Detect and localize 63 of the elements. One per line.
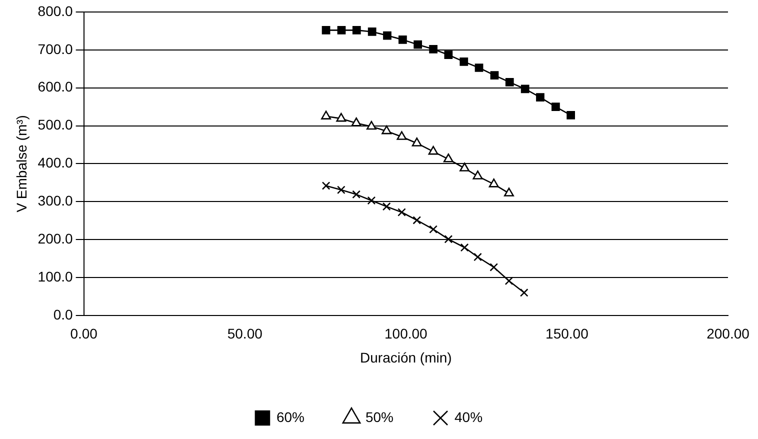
y-tick-label: 300.0 — [38, 192, 74, 208]
point — [321, 110, 332, 120]
point — [352, 26, 361, 34]
point — [490, 71, 499, 80]
y-tick-label: 400.0 — [38, 154, 74, 171]
x-tick-label: 0.00 — [70, 326, 98, 342]
x-axis-title: Duración (min) — [360, 349, 452, 366]
y-tick-label: 800.0 — [38, 2, 74, 19]
point — [382, 125, 392, 134]
point — [352, 190, 360, 199]
point — [412, 216, 422, 224]
y-tick-label: 100.0 — [38, 268, 74, 284]
x-tick-label: 150.00 — [546, 326, 589, 342]
point — [505, 78, 514, 86]
point — [336, 112, 346, 122]
point — [460, 162, 470, 172]
point — [429, 44, 438, 54]
point — [337, 26, 346, 34]
y-tick-label: 0.0 — [53, 306, 74, 322]
point — [520, 288, 528, 297]
point — [428, 146, 438, 155]
y-tick-label: 500.0 — [38, 116, 74, 133]
point — [351, 117, 362, 126]
y-tick-label: 700.0 — [38, 40, 74, 57]
point — [443, 154, 454, 162]
point — [474, 252, 482, 262]
point — [412, 138, 422, 146]
point — [429, 225, 438, 234]
point — [383, 31, 392, 40]
point — [444, 234, 453, 244]
y-axis-title: V Embalse (m³) — [13, 115, 30, 212]
point — [368, 28, 376, 36]
point — [504, 188, 514, 196]
point — [367, 196, 376, 205]
point — [322, 182, 330, 190]
x-tick-label: 100.00 — [384, 326, 428, 342]
point — [566, 110, 576, 120]
legend-label: 50% — [365, 408, 394, 425]
point — [504, 276, 514, 286]
point — [414, 40, 422, 49]
point — [444, 50, 453, 60]
point — [398, 36, 407, 44]
point — [474, 64, 484, 72]
point — [460, 57, 468, 66]
point — [490, 263, 498, 272]
point — [336, 186, 346, 194]
point — [322, 26, 330, 34]
point — [472, 170, 483, 180]
x-tick-label: 200.00 — [706, 326, 750, 342]
point — [536, 93, 544, 102]
x-tick-label: 50.00 — [227, 326, 263, 342]
legend-label: 60% — [276, 408, 304, 425]
y-tick-label: 200.0 — [38, 230, 74, 246]
point — [552, 102, 560, 111]
point — [366, 120, 376, 130]
point — [396, 131, 407, 140]
y-tick-label: 600.0 — [38, 78, 74, 95]
point — [398, 208, 406, 216]
point — [460, 243, 469, 252]
legend-label: 40% — [454, 408, 483, 425]
point — [382, 202, 391, 211]
point — [488, 178, 499, 188]
point — [520, 84, 530, 94]
